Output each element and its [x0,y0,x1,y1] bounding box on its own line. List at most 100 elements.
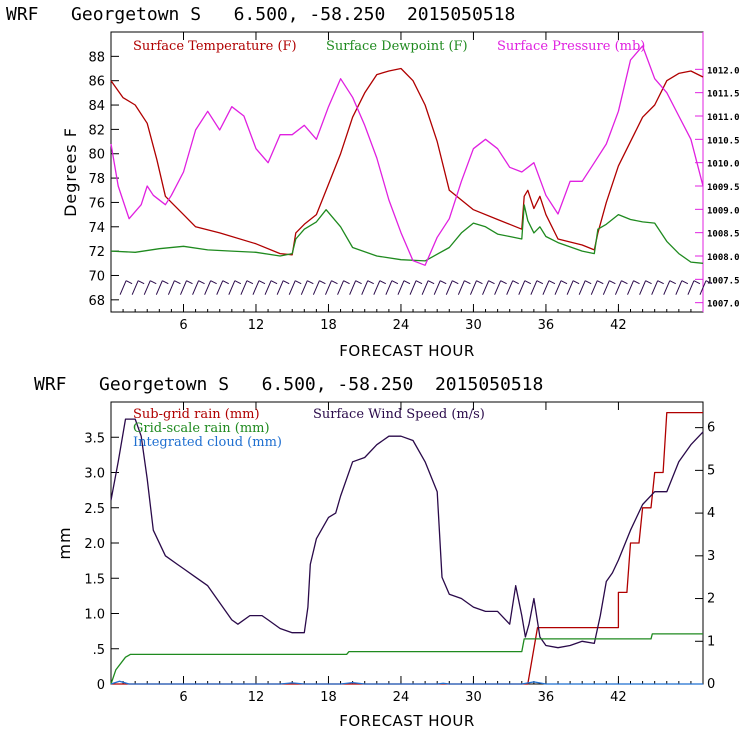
wind-barb-flag [609,280,616,285]
wind-barb [180,280,187,295]
wind-barb [337,280,345,295]
wind-barb-flag [331,280,338,285]
y-tick-label: 84 [88,99,105,114]
wind-barb [469,280,477,295]
wind-barb-flag [524,280,531,285]
bottom-panel: WRF Georgetown S 6.500, -58.250 20150505… [34,374,715,730]
y2-tick-label: 1007.0 [707,300,740,310]
wind-barb-flag [355,280,362,285]
wind-barbs [119,280,713,295]
wind-barb [361,280,369,295]
y2-tick-label: 1009.5 [707,183,740,193]
wind-barb-flag [210,280,217,285]
wind-barb [276,280,284,295]
wind-barb-flag [246,280,254,285]
wind-barb [639,280,647,295]
wind-barb-flag [560,280,568,285]
wind-barb-flag [572,280,580,285]
wind-barb-flag [645,280,652,285]
top-panel: WRF Georgetown S 6.500, -58.250 20150505… [6,4,740,360]
wind-barb [590,280,598,295]
y-tick-label: 2.5 [84,502,105,517]
top-y-ticks: 68 70 72 74 76 78 80 82 84 86 88 [88,50,119,309]
x-tick-label: 42 [610,318,627,333]
top-y-axis-label: Degrees F [61,127,80,217]
wind-barb-flag [464,280,471,285]
wind-barb [554,280,562,295]
x-tick-label: 6 [179,690,187,705]
wind-barb-flag [270,280,278,285]
x-tick-label: 36 [538,690,555,705]
wind-barb [252,280,260,295]
y-tick-label: 80 [88,148,105,163]
y-tick-label: 0 [97,678,105,693]
y2-tick-label: 1008.0 [707,253,740,263]
y2-tick-label: 1011.0 [707,113,740,123]
wind-barb-flag [621,280,628,285]
top-y2-ticks: 1007.0 1007.5 1008.0 1008.5 1009.0 1009.5 1010… [695,66,740,310]
wind-barb [651,280,659,295]
wind-barb [240,280,248,295]
wind-barb-flag [439,280,447,285]
top-series [110,45,704,266]
wind-barb-flag [379,280,387,285]
wind-barb [167,280,175,295]
wind-barb-flag [452,280,459,285]
x-tick-label: 42 [610,690,627,705]
series-line-surface-temperature-f [110,67,704,256]
wind-barb [494,280,502,295]
legend-surface-dewpoint: Surface Dewpoint (F) [326,39,468,54]
series-line-integrated-cloud-mm [110,680,703,685]
wind-barb-flag [282,280,290,285]
bottom-y-axis-label: mm [55,526,74,559]
wind-barb-flag [343,280,350,285]
legend-surface-pressure: Surface Pressure (mb) [497,39,645,54]
wind-barb [264,280,272,295]
y2-tick-label: 6 [707,421,715,436]
series-line-surface-pressure-mb [110,45,704,266]
y-tick-label: 3.0 [84,467,105,482]
wind-barb [204,280,212,295]
wind-barb-flag [162,280,169,285]
wind-barb-flag [488,280,495,285]
wind-barb-flag [391,280,399,285]
wind-barb-flag [295,280,302,285]
wind-barb-flag [681,280,689,285]
y-tick-label: 72 [88,245,105,260]
wind-barb [542,280,550,295]
wind-barb [192,280,200,295]
wind-barb-flag [150,280,157,285]
wind-barb [687,280,695,295]
x-tick-label: 24 [393,318,410,333]
wind-barb [312,280,320,295]
wind-barb [614,280,622,295]
wind-barb [663,280,671,295]
wind-barb [627,280,634,295]
wind-barb [325,280,332,295]
y2-tick-label: 1012.0 [707,66,740,76]
y2-tick-label: 1010.0 [707,160,740,170]
wind-barb [675,280,683,295]
y-tick-label: 78 [88,172,105,187]
y2-tick-label: 1011.5 [707,90,740,100]
series-line-surface-dewpoint-f [110,204,704,264]
wind-barb-flag [198,280,205,285]
y2-tick-label: 5 [707,463,715,478]
y-tick-label: 2.0 [84,537,105,552]
x-tick-label: 18 [320,318,337,333]
wind-barb [349,280,357,295]
wind-barb [131,280,139,295]
wind-barb [457,280,465,295]
wind-barb-flag [186,280,193,285]
x-tick-label: 24 [393,690,410,705]
x-tick-label: 18 [320,690,337,705]
legend-surface-wind-speed: Surface Wind Speed (m/s) [313,407,485,422]
wind-barb-flag [125,280,133,285]
wind-barb [421,280,429,295]
y-tick-label: 86 [88,75,105,90]
x-tick-label: 30 [465,690,482,705]
y2-tick-label: 3 [707,549,715,564]
y-tick-label: 76 [88,196,105,211]
wind-barb [566,280,574,295]
legend-surface-temperature: Surface Temperature (F) [133,39,297,54]
